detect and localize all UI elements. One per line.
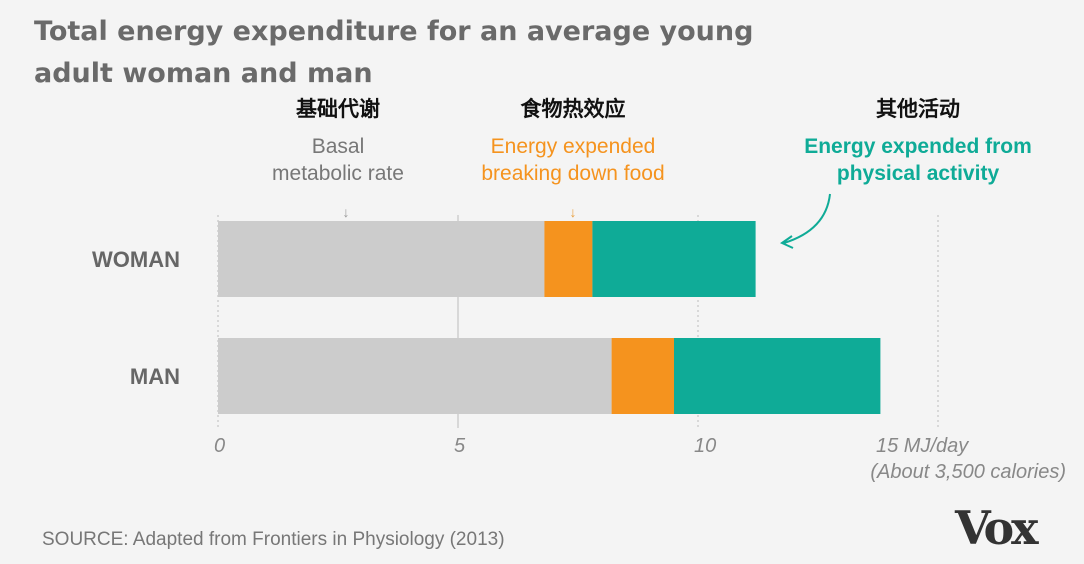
- x-tick-label: 15 MJ/day: [876, 435, 969, 457]
- bar-segment: [611, 338, 674, 414]
- series-label: Basal: [312, 135, 365, 158]
- x-unit-note: (About 3,500 calories): [870, 461, 1066, 483]
- bar-segment: [674, 338, 881, 414]
- arrow-down-icon: ↓: [570, 204, 577, 220]
- bar-segment: [592, 221, 756, 297]
- chart-title-line-1: Total energy expenditure for an average …: [34, 16, 753, 47]
- arrow-down-icon: ↓: [343, 204, 350, 220]
- bars: WOMAN MAN: [92, 221, 881, 414]
- source-note: SOURCE: Adapted from Frontiers in Physio…: [42, 529, 505, 550]
- series-label-cn: 其他活动: [876, 97, 960, 121]
- series-label: Energy expended: [491, 135, 656, 158]
- series-label: breaking down food: [481, 162, 664, 185]
- x-tick-label: 5: [454, 435, 466, 457]
- annotations: 基础代谢 Basal metabolic rate 食物热效应 Energy expen…: [272, 97, 1032, 249]
- series-label-cn: 基础代谢: [296, 97, 380, 121]
- bar-segment: [218, 338, 612, 414]
- x-tick-label: 10: [694, 435, 716, 457]
- chart-title-line-2: adult woman and man: [34, 58, 373, 89]
- arrow-head-icon: [779, 235, 794, 249]
- category-label: WOMAN: [92, 247, 180, 272]
- bar-segment: [218, 221, 545, 297]
- vox-logo: Vox: [954, 501, 1039, 555]
- x-tick-label: 0: [214, 435, 225, 457]
- x-axis: 0 5 10 15 MJ/day: [214, 435, 969, 457]
- series-label: Energy expended from: [804, 135, 1032, 158]
- series-label: metabolic rate: [272, 162, 404, 185]
- series-label-cn: 食物热效应: [521, 97, 626, 121]
- curved-arrow-icon: [783, 193, 831, 244]
- bar-segment: [544, 221, 593, 297]
- category-label: MAN: [130, 364, 180, 389]
- series-label: physical activity: [837, 162, 1000, 185]
